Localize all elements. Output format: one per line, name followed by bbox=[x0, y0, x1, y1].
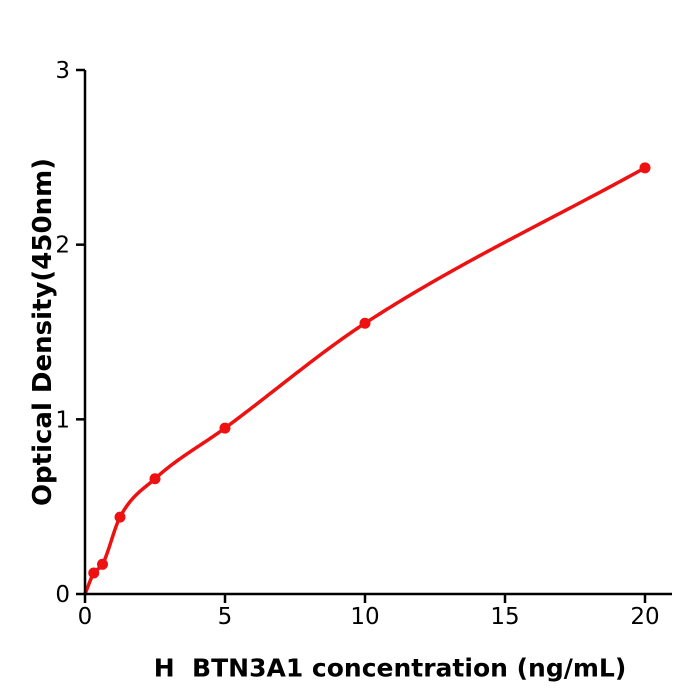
y-tick-label: 3 bbox=[55, 58, 70, 84]
axes-layer bbox=[76, 68, 672, 603]
x-axis-label: H BTN3A1 concentration (ng/mL) bbox=[153, 653, 627, 683]
x-tick-label: 0 bbox=[78, 604, 93, 630]
data-point bbox=[88, 567, 100, 579]
x-tick-label: 15 bbox=[490, 604, 519, 630]
data-points-layer bbox=[88, 162, 651, 579]
y-tick-label: 2 bbox=[55, 233, 70, 259]
x-tick-label: 10 bbox=[350, 604, 379, 630]
y-tick-label: 1 bbox=[55, 407, 70, 433]
y-axis-label: Optical Density(450nm) bbox=[28, 157, 58, 507]
tick-labels-layer: 0 5 10 15 20 0 1 2 3 bbox=[55, 58, 659, 630]
data-point bbox=[639, 162, 651, 174]
x-tick-label: 5 bbox=[218, 604, 233, 630]
data-point bbox=[149, 473, 161, 485]
data-point bbox=[359, 317, 371, 329]
fit-curve bbox=[83, 166, 647, 596]
fit-curve-layer bbox=[83, 166, 647, 596]
data-point bbox=[97, 558, 108, 570]
data-point bbox=[219, 422, 231, 434]
x-tick-label: 20 bbox=[630, 604, 659, 630]
y-tick-label: 0 bbox=[55, 582, 70, 608]
data-point bbox=[114, 511, 126, 523]
